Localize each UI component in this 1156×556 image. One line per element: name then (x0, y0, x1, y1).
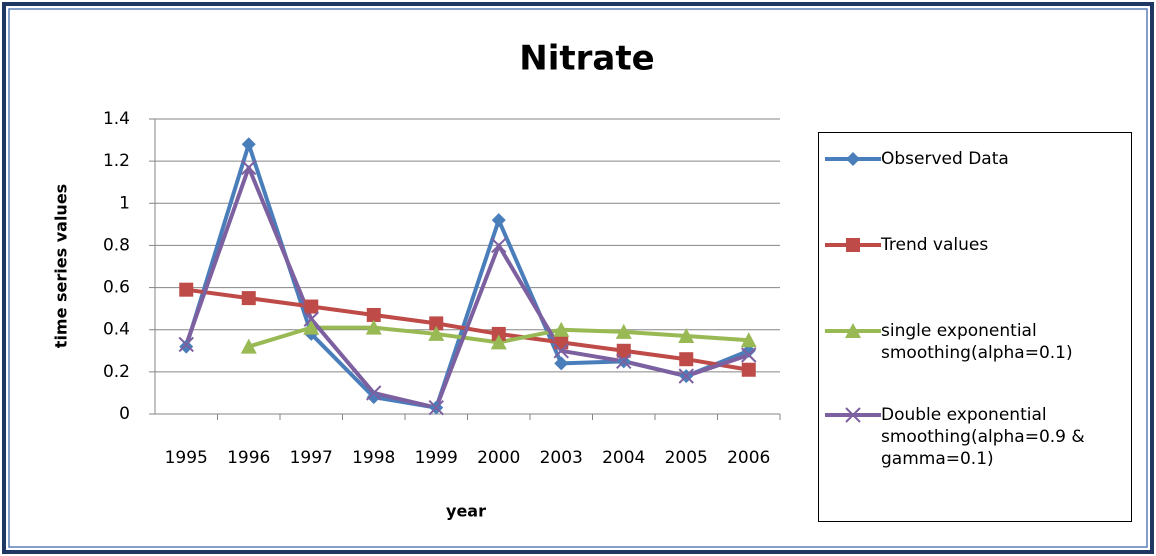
legend-item: Trend values (825, 233, 1129, 257)
legend-item: single exponential smoothing(alpha=0.1) (825, 319, 1129, 364)
chart-title: Nitrate (519, 39, 654, 79)
marker (241, 159, 257, 176)
marker (241, 137, 256, 152)
marker (304, 299, 319, 314)
marker (616, 353, 632, 370)
marker (678, 328, 695, 344)
y-tick-label: 0.8 (103, 235, 130, 255)
marker (846, 152, 860, 166)
x-tick-label: 1999 (415, 448, 458, 468)
marker (845, 407, 861, 423)
marker (741, 343, 756, 358)
marker (366, 385, 382, 401)
marker (241, 291, 256, 306)
marker (366, 390, 381, 405)
x-axis-label: year (446, 502, 486, 521)
marker (615, 323, 632, 339)
legend-label: Double exponential smoothing(alpha=0.9 &… (881, 405, 1085, 469)
marker (429, 316, 444, 331)
legend-item: Observed Data (825, 147, 1129, 171)
y-tick-label: 0.2 (103, 362, 130, 382)
legend-swatch (825, 238, 881, 252)
marker (554, 356, 569, 371)
y-axis-label: time series values (52, 184, 71, 348)
x-tick-label: 1995 (165, 448, 208, 468)
x-tick-label: 1996 (227, 448, 270, 468)
marker (679, 352, 694, 367)
marker (240, 338, 257, 354)
x-tick-label: 2004 (602, 448, 645, 468)
legend: Observed Data Trend values single exponent… (818, 132, 1132, 522)
legend-swatch (825, 323, 881, 338)
marker (678, 368, 694, 384)
marker (616, 343, 631, 358)
y-tick-label: 1.2 (103, 151, 130, 171)
marker (428, 399, 444, 416)
marker (553, 343, 569, 359)
x-tick-label: 2005 (665, 448, 708, 468)
marker (179, 282, 194, 297)
marker (365, 319, 382, 335)
marker (428, 325, 445, 341)
x-tick-label: 2000 (477, 448, 520, 468)
legend-swatch (825, 152, 881, 166)
x-tick-label: 2006 (727, 448, 770, 468)
x-tick-label: 1998 (352, 448, 395, 468)
marker (178, 336, 194, 353)
marker (491, 326, 506, 341)
x-tick-label: 1997 (290, 448, 333, 468)
y-tick-label: 0 (119, 404, 130, 424)
marker (741, 362, 756, 377)
marker (303, 311, 319, 327)
legend-label: Trend values (881, 235, 989, 255)
legend-label: Observed Data (881, 149, 1009, 169)
series-line (184, 165, 750, 410)
marker (845, 323, 861, 338)
y-tick-label: 0.6 (103, 278, 130, 298)
marker (741, 347, 757, 363)
legend-label: single exponential smoothing(alpha=0.1) (881, 321, 1073, 363)
marker (846, 238, 860, 252)
y-tick-label: 1 (119, 193, 130, 213)
x-tick-label: 2003 (540, 448, 583, 468)
frame-inner (8, 8, 1148, 548)
y-tick-label: 1.4 (103, 109, 130, 129)
marker (740, 332, 757, 348)
marker (491, 237, 507, 254)
marker (491, 213, 506, 228)
legend-item: Double exponential smoothing(alpha=0.9 &… (825, 403, 1129, 470)
y-tick-label: 0.4 (103, 320, 130, 340)
marker (179, 339, 194, 354)
marker (554, 335, 569, 350)
marker (553, 321, 570, 337)
legend-swatch (825, 407, 881, 423)
marker (303, 319, 320, 335)
marker (490, 334, 507, 350)
marker (366, 307, 381, 322)
